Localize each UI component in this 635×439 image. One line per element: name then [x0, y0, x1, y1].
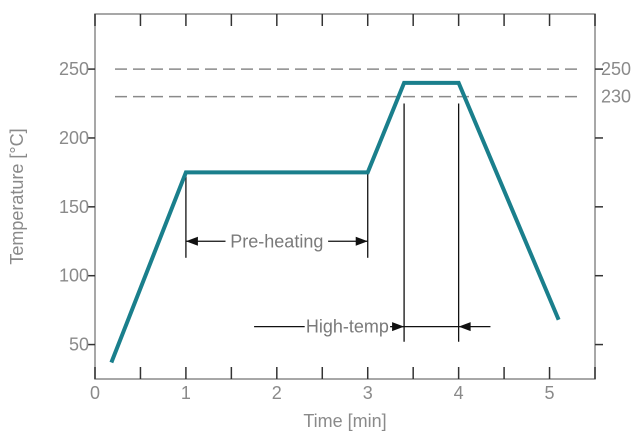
- arrow-head: [458, 322, 471, 332]
- x-tick-label: 1: [181, 383, 191, 403]
- x-tick-label: 5: [545, 383, 555, 403]
- arrow-head: [392, 322, 405, 332]
- y-tick-label: 100: [59, 266, 89, 286]
- y-axis-title: Temperature [°C]: [7, 128, 27, 264]
- arrow-head: [185, 236, 198, 246]
- annotation-label: Pre-heating: [230, 231, 323, 251]
- temperature-profile-line: [109, 80, 561, 364]
- x-tick-label: 3: [363, 383, 373, 403]
- y-tick-label: 200: [59, 128, 89, 148]
- y-tick-label: 50: [69, 335, 89, 355]
- reference-line-label-230: 230: [601, 87, 631, 107]
- annotations: Pre-heating High-temp: [185, 103, 491, 342]
- annotation-label: High-temp: [306, 317, 389, 337]
- plot-area-frame: [94, 13, 596, 380]
- y-tick-label: 150: [59, 197, 89, 217]
- y-axis-ticks: 50 100 150 200 250: [59, 59, 603, 355]
- data-series: [109, 80, 561, 364]
- annotation-pre-heating: Pre-heating: [185, 172, 369, 258]
- x-tick-label: 4: [454, 383, 464, 403]
- x-tick-label: 2: [272, 383, 282, 403]
- x-tick-label: 0: [90, 383, 100, 403]
- x-axis-ticks: 0 1 2 3 4 5: [90, 14, 596, 403]
- reference-line-label-250: 250: [601, 59, 631, 79]
- arrow-head: [355, 236, 368, 246]
- annotation-high-temp: High-temp: [254, 103, 491, 342]
- y-tick-label: 250: [59, 59, 89, 79]
- x-axis-title: Time [min]: [303, 411, 386, 431]
